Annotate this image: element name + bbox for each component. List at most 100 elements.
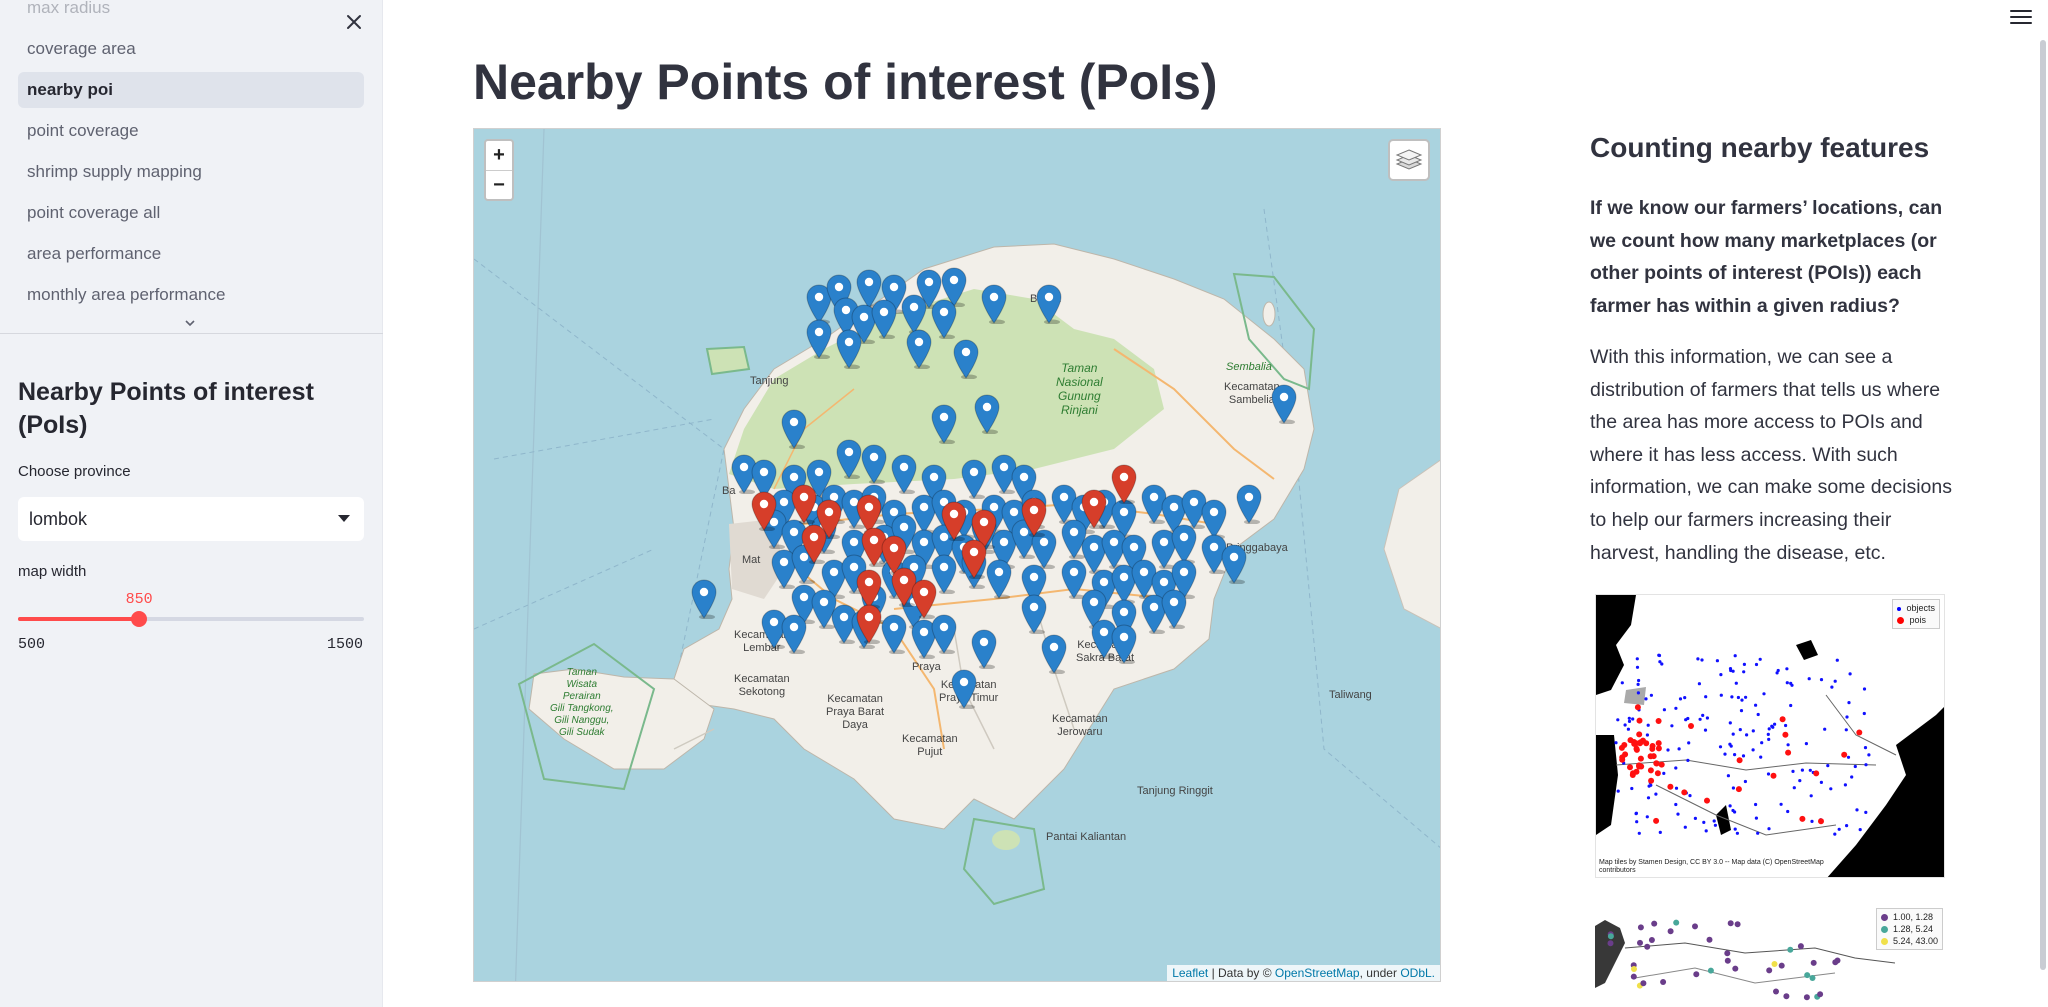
osm-link[interactable]: OpenStreetMap — [1274, 966, 1360, 980]
province-label: Choose province — [18, 463, 131, 480]
zoom-in-button[interactable]: + — [493, 144, 505, 166]
blue-map-marker[interactable] — [971, 629, 997, 670]
red-map-marker[interactable] — [961, 539, 987, 580]
blue-map-marker[interactable] — [1151, 529, 1177, 570]
nav-item-nearby-poi[interactable]: nearby poi — [18, 72, 364, 108]
blue-map-marker[interactable] — [851, 304, 877, 345]
blue-map-marker[interactable] — [771, 549, 797, 590]
blue-map-marker[interactable] — [1201, 534, 1227, 575]
legend-bin-2: 1.28, 5.24 — [1892, 924, 1933, 934]
slider-thumb[interactable] — [131, 611, 148, 627]
blue-map-marker[interactable] — [881, 274, 907, 315]
blue-map-marker[interactable] — [931, 554, 957, 595]
scrollbar[interactable] — [2040, 40, 2046, 970]
leaflet-map[interactable]: Bayan Sembalia Kecamatan Sambelia Taman … — [473, 128, 1441, 982]
blue-map-marker[interactable] — [691, 579, 717, 620]
layers-button[interactable] — [1388, 139, 1430, 181]
blue-map-marker[interactable] — [1236, 484, 1262, 525]
main-menu-button[interactable] — [2010, 10, 2032, 28]
blue-map-marker[interactable] — [1031, 529, 1057, 570]
blue-map-marker[interactable] — [916, 269, 942, 310]
leaflet-link[interactable]: Leaflet — [1172, 966, 1209, 980]
blue-map-marker[interactable] — [1021, 594, 1047, 635]
blue-map-marker[interactable] — [1041, 634, 1067, 675]
blue-map-marker[interactable] — [781, 409, 807, 450]
red-map-marker[interactable] — [941, 501, 967, 542]
objects-pois-legend: objects pois — [1892, 599, 1940, 629]
blue-map-marker[interactable] — [836, 439, 862, 480]
blue-map-marker[interactable] — [1061, 519, 1087, 560]
map-label-taman-wisata: Taman Wisata Perairan Gili Tangkong, Gil… — [550, 667, 614, 738]
blue-map-marker[interactable] — [1141, 594, 1167, 635]
blue-map-marker[interactable] — [781, 614, 807, 655]
red-map-marker[interactable] — [751, 491, 777, 532]
blue-map-marker[interactable] — [951, 669, 977, 710]
chevron-down-icon[interactable] — [183, 316, 197, 330]
blue-map-marker[interactable] — [1161, 589, 1187, 630]
caret-down-icon — [338, 515, 350, 522]
red-map-marker[interactable] — [801, 524, 827, 565]
red-map-marker[interactable] — [1081, 489, 1107, 530]
blue-map-marker[interactable] — [961, 459, 987, 500]
nav-item-point-coverage-all[interactable]: point coverage all — [27, 203, 161, 222]
blue-map-marker[interactable] — [731, 454, 757, 495]
blue-map-marker[interactable] — [831, 604, 857, 645]
blue-map-marker[interactable] — [931, 404, 957, 445]
red-map-marker[interactable] — [791, 484, 817, 525]
blue-map-marker[interactable] — [981, 284, 1007, 325]
page-title: Nearby Points of interest (PoIs) — [473, 54, 1218, 110]
nav-item-shrimp-supply-mapping[interactable]: shrimp supply mapping — [27, 162, 202, 181]
blue-map-marker[interactable] — [881, 614, 907, 655]
blue-map-marker[interactable] — [1271, 384, 1297, 425]
blue-map-marker[interactable] — [1221, 544, 1247, 585]
province-select[interactable]: lombok — [18, 497, 364, 541]
blue-map-marker[interactable] — [953, 339, 979, 380]
blue-map-marker[interactable] — [906, 329, 932, 370]
zoom-out-button[interactable]: − — [486, 170, 512, 199]
nav-item-monthly-area-performance[interactable]: monthly area performance — [27, 285, 226, 304]
blue-map-marker[interactable] — [974, 394, 1000, 435]
blue-map-marker[interactable] — [806, 319, 832, 360]
blue-map-marker[interactable] — [811, 589, 837, 630]
map-label-kec-sambelia: Kecamatan Sambelia — [1224, 381, 1280, 406]
map-label-batu: Ba — [722, 485, 736, 497]
map-width-label: map width — [18, 563, 87, 580]
nav-item-point-coverage[interactable]: point coverage — [27, 121, 139, 140]
red-map-marker[interactable] — [1021, 497, 1047, 538]
slider-max: 1500 — [326, 636, 363, 653]
blue-map-marker[interactable] — [836, 329, 862, 370]
odbl-link[interactable]: ODbL. — [1400, 966, 1435, 980]
objects-pois-plot: objects pois Map tiles by Stamen Design,… — [1595, 594, 1945, 878]
map-label-tanjung-ringgit: Tanjung Ringgit — [1137, 785, 1213, 797]
blue-map-marker[interactable] — [986, 559, 1012, 600]
blue-map-marker[interactable] — [891, 454, 917, 495]
blue-map-marker[interactable] — [931, 299, 957, 340]
blue-map-marker[interactable] — [1091, 619, 1117, 660]
close-sidebar-button[interactable] — [340, 8, 368, 36]
poi-count-basemap — [1595, 919, 1896, 1001]
sidebar-title: Nearby Points of interest (PoIs) — [18, 378, 314, 439]
poi-count-legend: 1.00, 1.28 1.28, 5.24 5.24, 43.00 — [1875, 908, 1943, 950]
nav-item-max-radius[interactable]: max radius — [27, 0, 111, 17]
nav-item-coverage-area[interactable]: coverage area — [27, 39, 136, 58]
nav-item-area-performance[interactable]: area performance — [27, 244, 162, 263]
blue-map-marker[interactable] — [901, 294, 927, 335]
blue-map-marker[interactable] — [931, 614, 957, 655]
blue-map-marker[interactable] — [911, 619, 937, 660]
red-map-marker[interactable] — [856, 569, 882, 610]
red-map-marker[interactable] — [816, 499, 842, 540]
map-label-kec-sekotong: Kecamatan Sekotong — [734, 673, 790, 698]
blue-map-marker[interactable] — [861, 444, 887, 485]
red-map-marker[interactable] — [861, 527, 887, 568]
red-map-marker[interactable] — [856, 604, 882, 645]
blue-map-marker[interactable] — [1111, 624, 1137, 665]
blue-map-marker[interactable] — [1171, 524, 1197, 565]
blue-map-marker[interactable] — [1201, 499, 1227, 540]
blue-map-marker[interactable] — [761, 609, 787, 650]
red-map-marker[interactable] — [911, 579, 937, 620]
red-map-marker[interactable] — [1111, 464, 1137, 505]
blue-map-marker[interactable] — [1061, 559, 1087, 600]
map-width-slider[interactable] — [18, 611, 364, 627]
blue-map-marker[interactable] — [871, 299, 897, 340]
blue-map-marker[interactable] — [1036, 284, 1062, 325]
